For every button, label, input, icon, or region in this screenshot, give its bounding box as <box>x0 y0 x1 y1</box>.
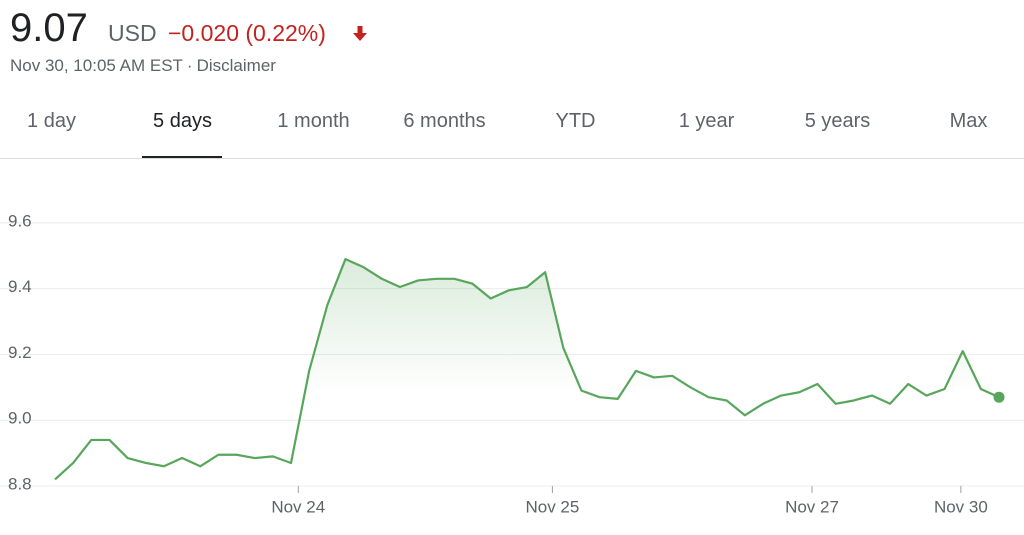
range-tab[interactable]: Max <box>949 110 988 132</box>
range-tab[interactable]: 1 year <box>678 110 735 132</box>
y-tick-label: 9.4 <box>8 277 32 296</box>
disclaimer[interactable]: Disclaimer <box>196 56 276 75</box>
range-tab[interactable]: YTD <box>555 110 596 132</box>
timestamp: Nov 30, 10:05 AM EST <box>10 56 183 75</box>
change: −0.020 (0.22%) <box>168 20 326 46</box>
y-tick-label: 8.8 <box>8 474 32 493</box>
currency: USD <box>108 20 157 46</box>
range-tab[interactable]: 1 month <box>277 110 350 132</box>
x-tick-label: Nov 25 <box>525 497 579 516</box>
x-tick-label: Nov 24 <box>271 497 325 516</box>
range-tab[interactable]: 5 years <box>804 110 871 132</box>
price-line <box>54 257 1000 481</box>
x-tick-label: Nov 27 <box>785 497 839 516</box>
y-tick-label: 9.6 <box>8 211 32 230</box>
timestamp-row: Nov 30, 10:05 AM EST · Disclaimer <box>10 56 280 76</box>
separator: · <box>186 56 193 75</box>
down-arrow <box>353 26 367 41</box>
y-tick-label: 9.0 <box>8 409 32 428</box>
area <box>55 259 999 486</box>
x-tick-label: Nov 30 <box>934 497 988 516</box>
range-tab[interactable]: 6 months <box>403 110 486 132</box>
range-tab[interactable]: 1 day <box>27 110 76 132</box>
price: 9.07 <box>10 6 88 50</box>
last-point <box>993 391 1005 403</box>
range-tab[interactable]: 5 days <box>153 110 212 132</box>
divider <box>0 158 1024 159</box>
y-tick-label: 9.2 <box>8 343 32 362</box>
tab-underline <box>142 156 222 159</box>
